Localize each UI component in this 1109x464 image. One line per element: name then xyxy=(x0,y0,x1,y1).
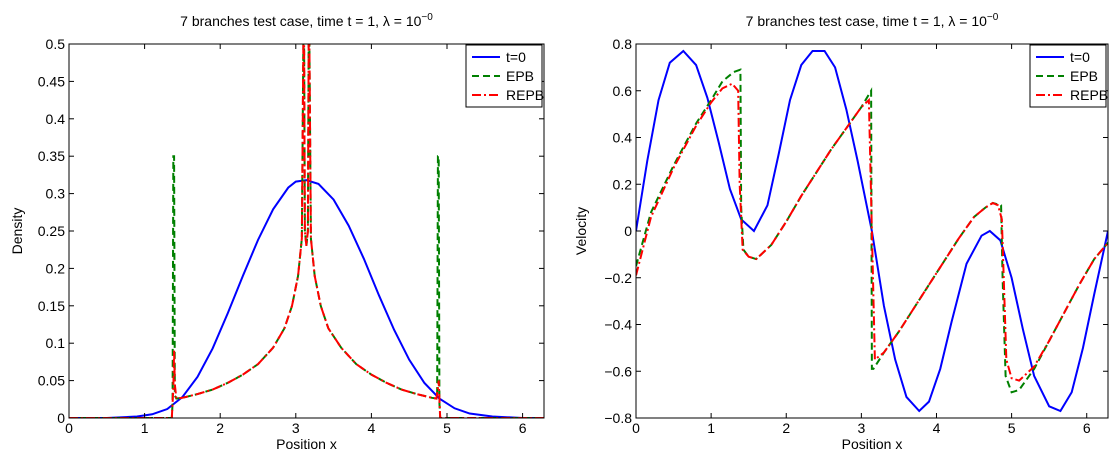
x-tick-label: 4 xyxy=(367,420,375,436)
y-tick-label: 0.1 xyxy=(46,335,66,351)
legend-label: REPB xyxy=(1070,87,1108,103)
y-tick-label: 0 xyxy=(624,223,632,239)
x-tick-label: 3 xyxy=(857,420,865,436)
series-line-t-0 xyxy=(69,179,544,418)
legend: t=0 EPB REPB xyxy=(465,44,544,108)
x-tick-label: 6 xyxy=(519,420,527,436)
x-tick-label: 0 xyxy=(65,420,73,436)
chart-density: 0 1 2 3 4 5 6 0 0.05 0.1 0.15 0.2 0.25 0.3 0.35 0.4 0.45… xyxy=(9,12,545,452)
y-tick-label: 0.4 xyxy=(46,111,66,127)
legend-label: t=0 xyxy=(506,49,526,65)
x-tick-label: 2 xyxy=(216,420,224,436)
y-tick-label: 0.15 xyxy=(38,298,65,314)
x-axis-label: Position x xyxy=(842,436,903,452)
y-tick-label: −0.8 xyxy=(604,410,632,426)
x-tick-label: 2 xyxy=(782,420,790,436)
y-axis-label: Density xyxy=(9,208,25,255)
y-tick-label: 0.3 xyxy=(46,186,66,202)
y-tick-label: −0.6 xyxy=(604,363,632,379)
x-tick-label: 6 xyxy=(1083,420,1091,436)
y-tick-label: 0 xyxy=(57,410,65,426)
x-tick-label: 1 xyxy=(141,420,149,436)
series-line-t-0 xyxy=(636,49,1108,413)
y-tick-label: −0.2 xyxy=(604,270,632,286)
chart-velocity: 0 1 2 3 4 5 6 −0.8 −0.6 −0.4 −0.2 0 0.2 0.4 0.6 0.8 7 br… xyxy=(573,12,1109,452)
y-tick-label: −0.4 xyxy=(604,317,632,333)
x-axis-label: Position x xyxy=(276,436,337,452)
legend-label: t=0 xyxy=(1070,49,1090,65)
y-tick-label: 0.2 xyxy=(613,176,633,192)
legend-label: REPB xyxy=(506,87,544,103)
y-axis-label: Velocity xyxy=(573,207,589,255)
legend-label: EPB xyxy=(506,68,534,84)
y-tick-label: 0.2 xyxy=(46,260,66,276)
x-tick-label: 0 xyxy=(632,420,640,436)
y-tick-label: 0.35 xyxy=(38,148,65,164)
chart-title: 7 branches test case, time t = 1, λ = 10… xyxy=(746,12,999,29)
legend: t=0 EPB REPB xyxy=(1029,44,1108,108)
y-tick-label: 0.6 xyxy=(613,83,633,99)
x-tick-label: 5 xyxy=(1008,420,1016,436)
y-tick-label: 0.5 xyxy=(46,36,66,52)
series-line-epb xyxy=(636,68,1108,394)
series-line-repb xyxy=(636,82,1108,382)
y-tick-label: 0.05 xyxy=(38,373,65,389)
x-tick-label: 3 xyxy=(292,420,300,436)
x-tick-label: 1 xyxy=(707,420,715,436)
legend-label: EPB xyxy=(1070,68,1098,84)
x-tick-label: 5 xyxy=(443,420,451,436)
x-tick-label: 4 xyxy=(933,420,941,436)
y-tick-label: 0.45 xyxy=(38,73,65,89)
y-tick-label: 0.8 xyxy=(613,36,633,52)
y-tick-label: 0.25 xyxy=(38,223,65,239)
chart-title: 7 branches test case, time t = 1, λ = 10… xyxy=(180,12,433,29)
y-tick-label: 0.4 xyxy=(613,130,633,146)
series-line-repb xyxy=(69,44,544,418)
